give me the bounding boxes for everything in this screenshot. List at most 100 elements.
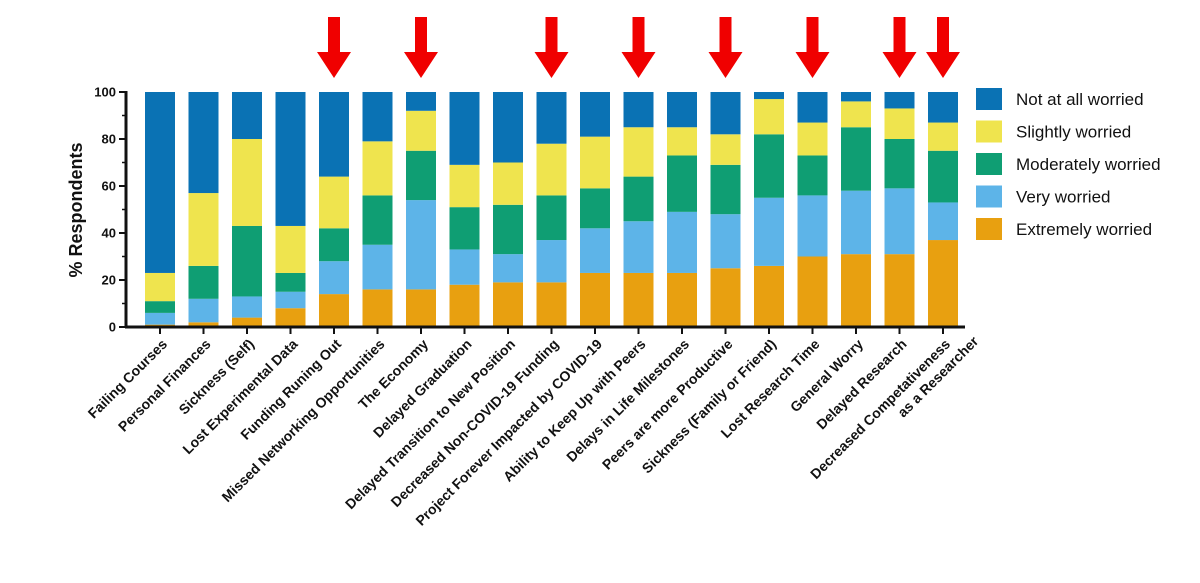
bar-segment-moderately-worried [362,195,393,245]
y-tick-label: 0 [109,320,116,335]
bar-segment-very-worried [623,221,654,273]
bar-segment-very-worried [536,240,567,283]
y-ticks: 0 20 40 60 80 100 [94,85,126,335]
legend-swatch-slightly-worried [976,120,1002,143]
bar-segment-moderately-worried [884,139,915,189]
bar-segment-very-worried [797,195,828,257]
bar-segment-extremely-worried [449,284,480,327]
bar-stack [841,92,871,327]
highlight-arrows [317,17,960,78]
legend-swatch-extremely-worried [976,218,1002,240]
bar-segment-not-at-all-worried [188,92,219,194]
bar-stack [319,92,349,327]
bar-segment-very-worried [667,211,697,273]
bar-segment-not-at-all-worried [797,92,828,123]
bar-segment-not-at-all-worried [580,92,610,137]
bar-segment-extremely-worried [188,322,219,327]
bar-segment-very-worried [145,312,175,325]
bar-stacks [145,92,958,327]
bar-stack [188,92,219,327]
bar-segment-moderately-worried [493,204,523,255]
bar-segment-extremely-worried [710,268,741,327]
bar-segment-slightly-worried [928,122,958,151]
bar-stack [493,92,523,327]
bar-segment-slightly-worried [362,141,393,196]
bar-segment-slightly-worried [232,139,262,226]
y-tick-label: 60 [102,179,116,194]
red-arrow-icon [795,17,830,78]
bar-stack [275,92,306,327]
bar-segment-not-at-all-worried [232,92,262,139]
bar-segment-extremely-worried [884,254,915,327]
bar-segment-very-worried [319,261,349,295]
bar-segment-slightly-worried [145,272,175,302]
bar-segment-not-at-all-worried [319,92,349,177]
bar-segment-very-worried [362,244,393,290]
red-arrow-icon [882,17,917,78]
bar-stack [623,92,654,327]
bar-segment-extremely-worried [493,282,523,327]
bar-segment-extremely-worried [841,254,871,327]
bar-segment-very-worried [406,200,436,290]
bar-stack [667,92,697,327]
bar-stack [362,92,393,327]
bar-segment-moderately-worried [710,164,741,215]
legend-label-not-at-all-worried: Not at all worried [1016,90,1144,109]
bar-segment-moderately-worried [841,127,871,191]
bar-segment-extremely-worried [319,294,349,327]
red-arrow-icon [708,17,743,78]
y-tick-label: 80 [102,132,116,147]
bar-segment-extremely-worried [580,272,610,327]
bar-segment-moderately-worried [188,265,219,299]
bar-segment-slightly-worried [623,127,654,177]
y-tick-label: 40 [102,226,116,241]
legend-swatch-not-at-all-worried [976,88,1002,110]
bar-segment-very-worried [580,228,610,273]
bar-segment-moderately-worried [754,134,784,198]
bar-stack [928,92,958,327]
x-category-label: Failing Courses [85,336,171,422]
legend-swatch-moderately-worried [976,153,1002,175]
bar-segment-extremely-worried [362,289,393,327]
bar-segment-very-worried [232,296,262,318]
bar-segment-very-worried [275,291,306,309]
bar-segment-moderately-worried [232,225,262,297]
bar-segment-extremely-worried [754,265,784,327]
bar-segment-moderately-worried [928,150,958,203]
bar-segment-not-at-all-worried [841,92,871,102]
bar-segment-extremely-worried [232,317,262,327]
bar-segment-slightly-worried [536,143,567,196]
y-tick-label: 20 [102,273,116,288]
bar-segment-extremely-worried [928,240,958,327]
legend-label-very-worried: Very worried [1016,188,1110,207]
bar-segment-slightly-worried [841,101,871,128]
bar-segment-moderately-worried [145,301,175,313]
bar-segment-not-at-all-worried [710,92,741,135]
bar-stack [754,92,784,327]
bar-segment-extremely-worried [536,282,567,327]
bar-stack [710,92,741,327]
bar-segment-slightly-worried [406,110,436,151]
bar-segment-very-worried [928,202,958,241]
red-arrow-icon [621,17,656,78]
y-axis-title: % Respondents [66,142,86,277]
bar-segment-moderately-worried [406,150,436,201]
bar-segment-moderately-worried [667,155,697,212]
legend-swatch-very-worried [976,185,1002,208]
bar-stack [797,92,828,327]
bar-segment-extremely-worried [623,272,654,327]
red-arrow-icon [404,17,438,78]
bar-segment-very-worried [710,214,741,269]
bar-segment-slightly-worried [884,108,915,139]
bar-segment-not-at-all-worried [493,92,523,163]
bar-segment-very-worried [493,254,523,283]
bar-segment-not-at-all-worried [884,92,915,109]
bar-segment-not-at-all-worried [536,92,567,144]
bar-segment-slightly-worried [319,176,349,229]
bar-stack [580,92,610,327]
bar-stack [406,92,436,327]
bar-segment-moderately-worried [797,155,828,196]
bar-segment-slightly-worried [667,127,697,156]
bar-stack [884,92,915,327]
